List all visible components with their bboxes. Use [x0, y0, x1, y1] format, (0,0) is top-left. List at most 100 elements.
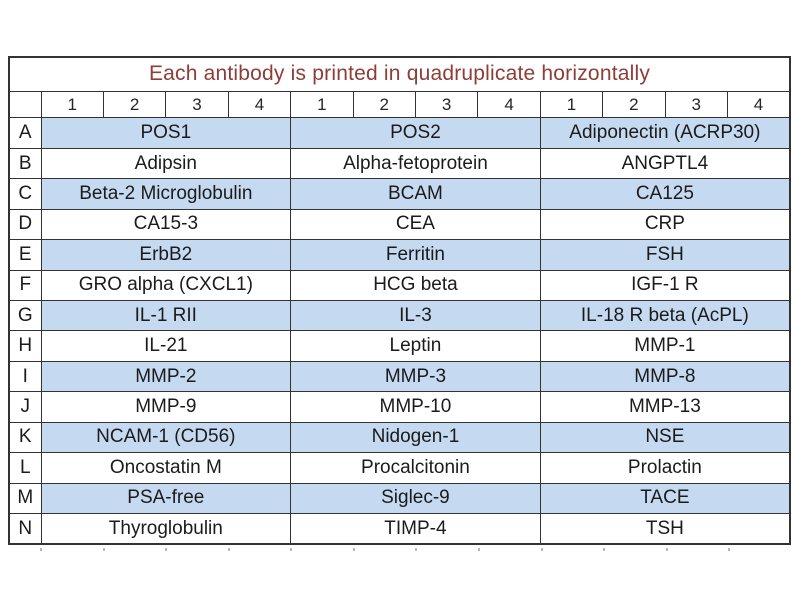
- col-number: 1: [290, 90, 354, 119]
- antibody-cell: ErbB2: [40, 239, 292, 271]
- antibody-cell: NCAM-1 (CD56): [40, 421, 292, 454]
- antibody-cell: ANGPTL4: [539, 147, 791, 180]
- table-row: N Thyroglobulin TIMP-4 TSH: [8, 513, 791, 545]
- cropped-next-row-ticks: [8, 547, 791, 552]
- col-number: 3: [414, 90, 479, 119]
- antibody-cell: IL-1 RII: [40, 299, 292, 332]
- table-title-row: Each antibody is printed in quadruplicat…: [8, 56, 791, 92]
- antibody-map-table: Each antibody is printed in quadruplicat…: [8, 56, 791, 545]
- col-number: 4: [477, 90, 541, 119]
- tick-mark: [290, 548, 293, 551]
- antibody-cell: HCG beta: [290, 269, 541, 301]
- row-label: J: [8, 391, 42, 423]
- antibody-cell: CA15-3: [40, 208, 292, 241]
- antibody-cell: CA125: [539, 178, 791, 210]
- antibody-cell: IL-3: [290, 299, 541, 332]
- tick-mark: [165, 548, 168, 551]
- antibody-cell: POS2: [290, 117, 541, 149]
- tick-mark: [352, 548, 355, 551]
- table-row: K NCAM-1 (CD56) Nidogen-1 NSE: [8, 421, 791, 454]
- antibody-cell: TACE: [539, 482, 791, 515]
- tick-mark: [665, 548, 668, 551]
- col-number: 2: [102, 90, 167, 119]
- table-row: F GRO alpha (CXCL1) HCG beta IGF-1 R: [8, 269, 791, 301]
- column-number-header-row: 1 2 3 4 1 2 3 4 1 2 3 4: [8, 90, 791, 119]
- antibody-cell: MMP-8: [539, 360, 791, 393]
- antibody-cell: MMP-1: [539, 330, 791, 362]
- table-row: D CA15-3 CEA CRP: [8, 208, 791, 241]
- col-number: 1: [539, 90, 604, 119]
- antibody-cell: Siglec-9: [290, 482, 541, 515]
- table-title: Each antibody is printed in quadruplicat…: [8, 56, 791, 92]
- col-number: 2: [602, 90, 666, 119]
- antibody-cell: MMP-3: [290, 360, 541, 393]
- corner-cell: [8, 90, 42, 119]
- row-label: C: [8, 178, 42, 210]
- table-row: J MMP-9 MMP-10 MMP-13: [8, 391, 791, 423]
- antibody-cell: TSH: [539, 513, 791, 545]
- antibody-cell: Procalcitonin: [290, 452, 541, 484]
- row-label: I: [8, 360, 42, 393]
- table-row: A POS1 POS2 Adiponectin (ACRP30): [8, 117, 791, 149]
- row-label: N: [8, 513, 42, 545]
- antibody-cell: Adiponectin (ACRP30): [539, 117, 791, 149]
- tick-mark: [540, 548, 543, 551]
- col-number: 3: [165, 90, 229, 119]
- row-label: E: [8, 239, 42, 271]
- antibody-cell: BCAM: [290, 178, 541, 210]
- antibody-cell: MMP-13: [539, 391, 791, 423]
- antibody-cell: TIMP-4: [290, 513, 541, 545]
- antibody-cell: Thyroglobulin: [40, 513, 292, 545]
- antibody-cell: Beta-2 Microglobulin: [40, 178, 292, 210]
- antibody-cell: NSE: [539, 421, 791, 454]
- col-number: 3: [664, 90, 728, 119]
- antibody-cell: MMP-2: [40, 360, 292, 393]
- tick-mark: [603, 548, 606, 551]
- col-number: 2: [352, 90, 416, 119]
- row-label: B: [8, 147, 42, 180]
- antibody-cell: GRO alpha (CXCL1): [40, 269, 292, 301]
- row-label: F: [8, 269, 42, 301]
- tick-mark: [227, 548, 230, 551]
- antibody-cell: POS1: [40, 117, 292, 149]
- antibody-cell: FSH: [539, 239, 791, 271]
- col-number: 1: [40, 90, 104, 119]
- antibody-cell: MMP-9: [40, 391, 292, 423]
- tick-mark: [728, 548, 731, 551]
- row-label: L: [8, 452, 42, 484]
- table-row: E ErbB2 Ferritin FSH: [8, 239, 791, 271]
- antibody-cell: Prolactin: [539, 452, 791, 484]
- antibody-cell: PSA-free: [40, 482, 292, 515]
- table-row: I MMP-2 MMP-3 MMP-8: [8, 360, 791, 393]
- antibody-cell: Oncostatin M: [40, 452, 292, 484]
- antibody-cell: Alpha-fetoprotein: [290, 147, 541, 180]
- col-number: 4: [227, 90, 292, 119]
- antibody-cell: MMP-10: [290, 391, 541, 423]
- antibody-cell: CRP: [539, 208, 791, 241]
- table-row: H IL-21 Leptin MMP-1: [8, 330, 791, 362]
- table-row: L Oncostatin M Procalcitonin Prolactin: [8, 452, 791, 484]
- antibody-cell: CEA: [290, 208, 541, 241]
- antibody-cell: IL-18 R beta (AcPL): [539, 299, 791, 332]
- table-row: C Beta-2 Microglobulin BCAM CA125: [8, 178, 791, 210]
- table-row: B Adipsin Alpha-fetoprotein ANGPTL4: [8, 147, 791, 180]
- row-label: K: [8, 421, 42, 454]
- antibody-cell: IL-21: [40, 330, 292, 362]
- antibody-cell: Adipsin: [40, 147, 292, 180]
- antibody-cell: Ferritin: [290, 239, 541, 271]
- tick-mark: [415, 548, 418, 551]
- row-label: D: [8, 208, 42, 241]
- row-label: M: [8, 482, 42, 515]
- row-label: G: [8, 299, 42, 332]
- antibody-cell: IGF-1 R: [539, 269, 791, 301]
- table-row: G IL-1 RII IL-3 IL-18 R beta (AcPL): [8, 299, 791, 332]
- row-label: A: [8, 117, 42, 149]
- tick-mark: [40, 548, 42, 551]
- col-number: 4: [726, 90, 791, 119]
- antibody-cell: Nidogen-1: [290, 421, 541, 454]
- tick-mark: [478, 548, 481, 551]
- tick-mark: [102, 548, 105, 551]
- table-row: M PSA-free Siglec-9 TACE: [8, 482, 791, 515]
- row-label: H: [8, 330, 42, 362]
